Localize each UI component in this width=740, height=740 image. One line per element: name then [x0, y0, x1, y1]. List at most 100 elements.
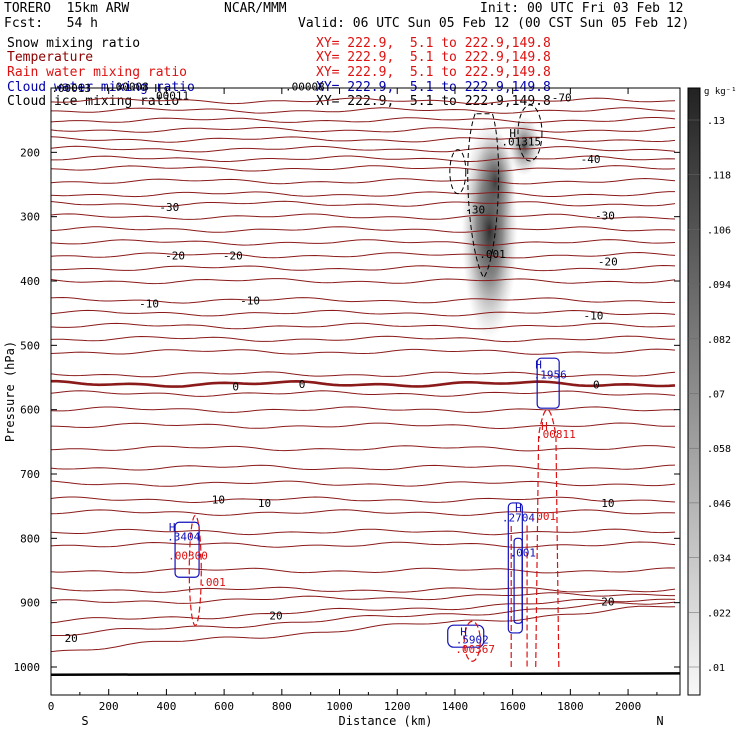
- south-label: S: [81, 714, 88, 728]
- isotherm-line: [51, 264, 676, 272]
- y-tick-label: 600: [20, 404, 40, 417]
- isotherm-label: -10: [584, 310, 604, 323]
- contour-annotation: H: [509, 127, 516, 140]
- isotherm-label: 0: [232, 381, 239, 394]
- cloud-water-contour: [174, 521, 200, 578]
- isotherm-label: -30: [465, 204, 485, 217]
- isotherm-label: -20: [165, 249, 185, 262]
- colorbar-tick-label: .058: [707, 444, 731, 455]
- field-name-temp: Temperature: [7, 50, 94, 65]
- isotherm-line: [51, 251, 676, 259]
- isotherm-line: [51, 528, 676, 536]
- cloud-water-contour: [536, 357, 560, 409]
- isotherm-line: [51, 445, 676, 452]
- y-axis-title: Pressure (hPa): [3, 341, 17, 442]
- isotherm-label: 0: [299, 378, 306, 391]
- isotherm-line: [51, 605, 676, 653]
- isotherm-label: -70: [552, 92, 572, 105]
- colorbar-tick-label: .022: [707, 608, 731, 619]
- rain-water-contour: [463, 620, 481, 662]
- y-tick-label: 300: [20, 211, 40, 224]
- y-tick-label: 700: [20, 468, 40, 481]
- cloud-ice-contour: [517, 104, 543, 162]
- isotherm-line: [51, 371, 676, 378]
- isotherm-line: [51, 278, 676, 285]
- contour-annotation: .00367: [455, 643, 495, 656]
- rain-water-contour: [188, 514, 202, 627]
- north-label: N: [656, 714, 663, 728]
- isotherm-line: [51, 309, 676, 317]
- cloud-ice-contour: [449, 149, 467, 195]
- y-tick-label: 900: [20, 597, 40, 610]
- isotherm-line: [51, 239, 676, 246]
- isotherm-line: [51, 177, 676, 185]
- isotherm-line: [51, 335, 676, 343]
- isotherm-line: [51, 226, 676, 233]
- isotherm-line: [51, 117, 676, 124]
- isotherm-line: [51, 406, 675, 413]
- field-xy-rain: XY= 222.9, 5.1 to 222.9,149.8: [316, 65, 551, 80]
- isotherm-line: [51, 322, 676, 330]
- isotherm-line: [51, 464, 676, 471]
- isotherm-line: [51, 541, 676, 548]
- x-axis-title: Distance (km): [339, 714, 433, 728]
- colorbar-tick-label: .034: [707, 554, 731, 565]
- isotherm-line: [51, 348, 676, 355]
- isotherm-line: [51, 509, 676, 516]
- x-tick-label: 1800: [557, 700, 584, 713]
- org-title: NCAR/MMM: [224, 1, 287, 16]
- isotherm-label: 20: [601, 595, 614, 608]
- contour-annotation: .3404: [167, 530, 200, 543]
- isotherm-line: [51, 379, 676, 388]
- isotherm-line: [51, 191, 675, 198]
- contour-annotation: .00811: [536, 428, 576, 441]
- isotherm-label: -10: [139, 298, 159, 311]
- isotherm-line: [51, 200, 676, 207]
- x-tick-label: 0: [48, 700, 55, 713]
- isotherm-line: [51, 592, 675, 604]
- colorbar-tick-label: .118: [707, 171, 731, 182]
- contour-annotation: .001: [199, 576, 226, 589]
- colorbar-tick-label: .13: [707, 116, 725, 127]
- snow-shading: [508, 115, 541, 176]
- colorbar-unit: g kg⁻¹: [704, 87, 737, 97]
- isotherm-line: [51, 165, 676, 172]
- isotherm-line: [51, 107, 675, 114]
- colorbar-tick-label: .046: [707, 499, 731, 510]
- x-tick-label: 1400: [442, 700, 469, 713]
- y-tick-label: 400: [20, 275, 40, 288]
- colorbar-tick-label: .082: [707, 335, 731, 346]
- isotherm-line: [51, 126, 676, 133]
- isotherm-line: [51, 598, 676, 624]
- cloud-water-contour: [513, 537, 523, 624]
- colorbar-tick-label: .01: [707, 663, 725, 674]
- isotherm-label: -10: [240, 294, 260, 307]
- isotherm-line: [51, 296, 676, 304]
- colorbar-tick-label: .094: [707, 280, 731, 291]
- isotherm-label: 10: [212, 494, 225, 507]
- x-tick-label: 1200: [384, 700, 411, 713]
- isotherm-line: [51, 601, 676, 636]
- isotherm-line: [51, 390, 676, 397]
- rain-water-contour: [535, 409, 560, 668]
- isotherm-label: 20: [269, 610, 282, 623]
- x-tick-label: 1600: [499, 700, 526, 713]
- isotherm-label: -30: [595, 209, 615, 222]
- x-tick-label: 600: [214, 700, 234, 713]
- field-name-snow: Snow mixing ratio: [7, 36, 141, 51]
- isotherm-label: 10: [258, 497, 271, 510]
- isotherm-line: [51, 155, 676, 163]
- colorbar-tick-label: .07: [707, 390, 725, 401]
- isotherm-line: [51, 496, 676, 504]
- contour-annotation: H: [535, 359, 542, 372]
- isotherm-label: -40: [581, 153, 601, 166]
- model-title: TORERO 15km ARW: [4, 1, 130, 16]
- isotherm-line: [51, 97, 676, 105]
- contour-annotation: .001: [510, 546, 537, 559]
- field-xy-temp: XY= 222.9, 5.1 to 222.9,149.8: [316, 50, 551, 65]
- contour-annotation: .00008: [109, 81, 149, 94]
- contour-annotation: H: [460, 626, 467, 639]
- isotherm-label: -20: [598, 256, 618, 269]
- y-tick-label: 800: [20, 532, 40, 545]
